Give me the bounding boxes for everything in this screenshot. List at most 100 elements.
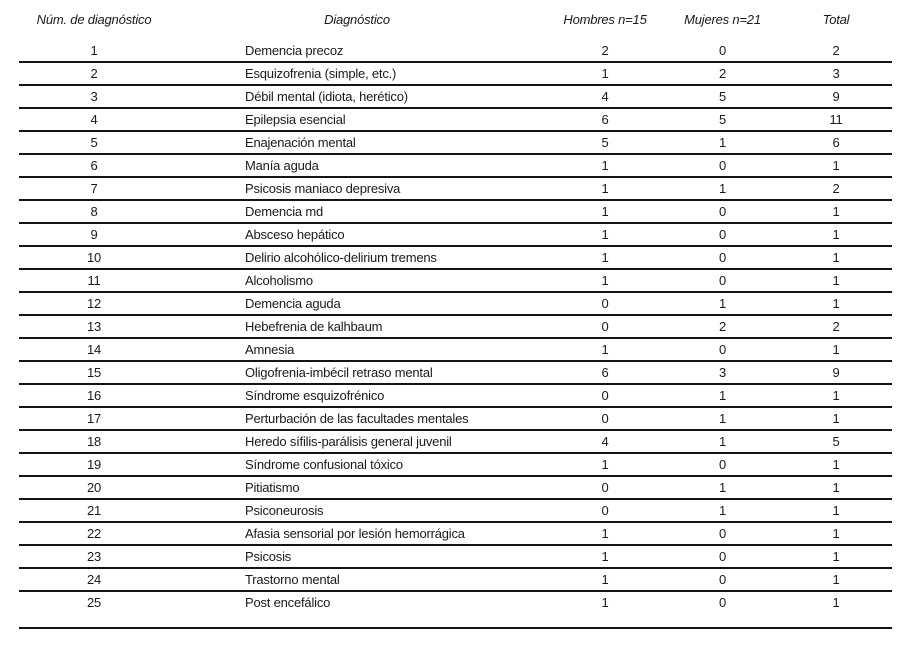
cell-hombres: 1 (545, 545, 665, 569)
cell-mujeres: 0 (665, 223, 780, 247)
cell-hombres: 1 (545, 591, 665, 629)
cell-diagnostico: Amnesia (169, 338, 545, 362)
header-mujeres: Mujeres n=21 (684, 12, 761, 27)
cell-total: 6 (780, 131, 892, 155)
cell-diagnostico: Enajenación mental (169, 131, 545, 155)
cell-diagnostico: Oligofrenia-imbécil retraso mental (169, 361, 545, 385)
cell-diagnostico: Esquizofrenia (simple, etc.) (169, 62, 545, 86)
cell-num-diagnostico: 13 (19, 315, 169, 339)
cell-hombres: 1 (545, 269, 665, 293)
cell-hombres: 1 (545, 223, 665, 247)
table-row: 3 Débil mental (idiota, herético) 4 5 9 (19, 85, 892, 109)
cell-num-diagnostico: 11 (19, 269, 169, 293)
cell-diagnostico: Demencia aguda (169, 292, 545, 316)
cell-total: 1 (780, 568, 892, 592)
cell-num-diagnostico: 15 (19, 361, 169, 385)
cell-total: 2 (780, 177, 892, 201)
cell-diagnostico: Post encefálico (169, 591, 545, 629)
cell-hombres: 6 (545, 108, 665, 132)
table-row: 6 Manía aguda 1 0 1 (19, 154, 892, 178)
table-row: 13 Hebefrenia de kalhbaum 0 2 2 (19, 315, 892, 339)
cell-mujeres: 0 (665, 200, 780, 224)
cell-mujeres: 0 (665, 154, 780, 178)
cell-total: 1 (780, 200, 892, 224)
cell-hombres: 1 (545, 154, 665, 178)
table-row: 25 Post encefálico 1 0 1 (19, 591, 892, 629)
cell-num-diagnostico: 4 (19, 108, 169, 132)
cell-total: 1 (780, 223, 892, 247)
cell-num-diagnostico: 25 (19, 591, 169, 629)
cell-hombres: 1 (545, 453, 665, 477)
table-row: 10 Delirio alcohólico-delirium tremens 1… (19, 246, 892, 270)
cell-diagnostico: Absceso hepático (169, 223, 545, 247)
table-row: 21 Psiconeurosis 0 1 1 (19, 499, 892, 523)
cell-hombres: 0 (545, 499, 665, 523)
cell-diagnostico: Psicosis (169, 545, 545, 569)
cell-mujeres: 0 (665, 269, 780, 293)
cell-num-diagnostico: 5 (19, 131, 169, 155)
cell-mujeres: 1 (665, 292, 780, 316)
cell-mujeres: 0 (665, 545, 780, 569)
cell-num-diagnostico: 6 (19, 154, 169, 178)
cell-total: 2 (780, 315, 892, 339)
cell-hombres: 6 (545, 361, 665, 385)
cell-num-diagnostico: 14 (19, 338, 169, 362)
cell-num-diagnostico: 16 (19, 384, 169, 408)
cell-mujeres: 1 (665, 384, 780, 408)
cell-diagnostico: Psicosis maniaco depresiva (169, 177, 545, 201)
header-hombres: Hombres n=15 (563, 12, 647, 27)
cell-hombres: 1 (545, 62, 665, 86)
table-row: 22 Afasia sensorial por lesión hemorrági… (19, 522, 892, 546)
cell-hombres: 1 (545, 568, 665, 592)
cell-num-diagnostico: 3 (19, 85, 169, 109)
cell-hombres: 4 (545, 430, 665, 454)
cell-num-diagnostico: 20 (19, 476, 169, 500)
table-row: 9 Absceso hepático 1 0 1 (19, 223, 892, 247)
cell-mujeres: 3 (665, 361, 780, 385)
cell-diagnostico: Heredo sífilis-parálisis general juvenil (169, 430, 545, 454)
cell-mujeres: 0 (665, 246, 780, 270)
table-body: 1 Demencia precoz 2 0 2 2 Esquizofrenia … (19, 40, 892, 629)
table-row: 15 Oligofrenia-imbécil retraso mental 6 … (19, 361, 892, 385)
cell-total: 11 (780, 108, 892, 132)
cell-mujeres: 1 (665, 177, 780, 201)
table-row: 8 Demencia md 1 0 1 (19, 200, 892, 224)
table-row: 20 Pitiatismo 0 1 1 (19, 476, 892, 500)
cell-total: 1 (780, 269, 892, 293)
cell-total: 1 (780, 384, 892, 408)
cell-mujeres: 0 (665, 568, 780, 592)
cell-hombres: 1 (545, 522, 665, 546)
cell-num-diagnostico: 7 (19, 177, 169, 201)
cell-num-diagnostico: 22 (19, 522, 169, 546)
cell-mujeres: 2 (665, 62, 780, 86)
cell-diagnostico: Perturbación de las facultades mentales (169, 407, 545, 431)
cell-hombres: 0 (545, 476, 665, 500)
cell-hombres: 5 (545, 131, 665, 155)
table-row: 14 Amnesia 1 0 1 (19, 338, 892, 362)
header-row: Núm. de diagnóstico Diagnóstico Hombres … (19, 6, 892, 40)
cell-total: 1 (780, 499, 892, 523)
table-row: 4 Epilepsia esencial 6 5 11 (19, 108, 892, 132)
cell-diagnostico: Demencia md (169, 200, 545, 224)
cell-total: 1 (780, 476, 892, 500)
cell-num-diagnostico: 18 (19, 430, 169, 454)
cell-hombres: 1 (545, 177, 665, 201)
cell-diagnostico: Síndrome confusional tóxico (169, 453, 545, 477)
cell-total: 3 (780, 62, 892, 86)
cell-total: 1 (780, 246, 892, 270)
cell-total: 1 (780, 522, 892, 546)
cell-num-diagnostico: 19 (19, 453, 169, 477)
cell-hombres: 0 (545, 384, 665, 408)
cell-diagnostico: Delirio alcohólico-delirium tremens (169, 246, 545, 270)
cell-num-diagnostico: 1 (19, 40, 169, 63)
table-row: 18 Heredo sífilis-parálisis general juve… (19, 430, 892, 454)
cell-num-diagnostico: 24 (19, 568, 169, 592)
cell-total: 1 (780, 338, 892, 362)
cell-mujeres: 0 (665, 522, 780, 546)
cell-num-diagnostico: 9 (19, 223, 169, 247)
cell-diagnostico: Afasia sensorial por lesión hemorrágica (169, 522, 545, 546)
table-row: 12 Demencia aguda 0 1 1 (19, 292, 892, 316)
cell-mujeres: 1 (665, 430, 780, 454)
cell-hombres: 1 (545, 200, 665, 224)
